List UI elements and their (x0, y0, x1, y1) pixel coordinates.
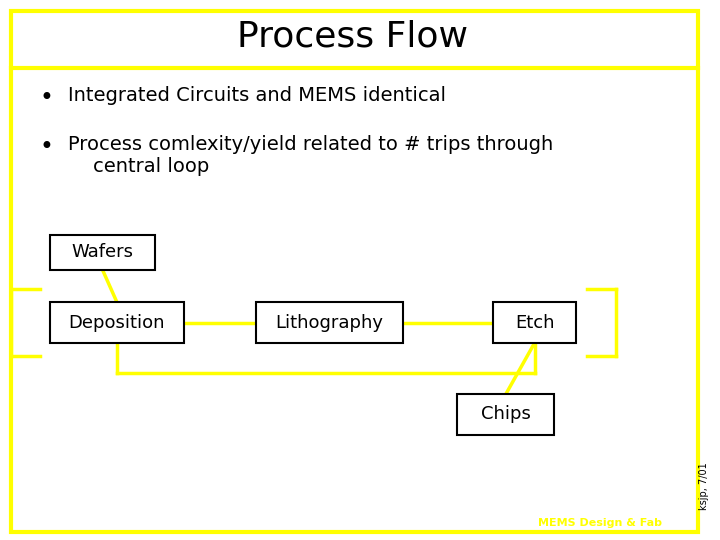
Text: Deposition: Deposition (68, 314, 166, 332)
Text: MEMS Design & Fab: MEMS Design & Fab (539, 518, 662, 528)
Text: Integrated Circuits and MEMS identical: Integrated Circuits and MEMS identical (68, 86, 446, 105)
Text: Process comlexity/yield related to # trips through
    central loop: Process comlexity/yield related to # tri… (68, 135, 554, 176)
Text: •: • (40, 86, 53, 110)
Text: ksjp, 7/01: ksjp, 7/01 (699, 462, 709, 510)
FancyBboxPatch shape (256, 302, 403, 343)
FancyBboxPatch shape (50, 235, 155, 270)
Text: Wafers: Wafers (71, 244, 134, 261)
Text: Chips: Chips (481, 406, 531, 423)
FancyBboxPatch shape (11, 11, 698, 532)
FancyBboxPatch shape (457, 394, 554, 435)
FancyBboxPatch shape (50, 302, 184, 343)
Text: Etch: Etch (515, 314, 554, 332)
Text: Lithography: Lithography (275, 314, 383, 332)
Text: •: • (40, 135, 53, 159)
Text: Process Flow: Process Flow (238, 20, 468, 53)
FancyBboxPatch shape (493, 302, 576, 343)
